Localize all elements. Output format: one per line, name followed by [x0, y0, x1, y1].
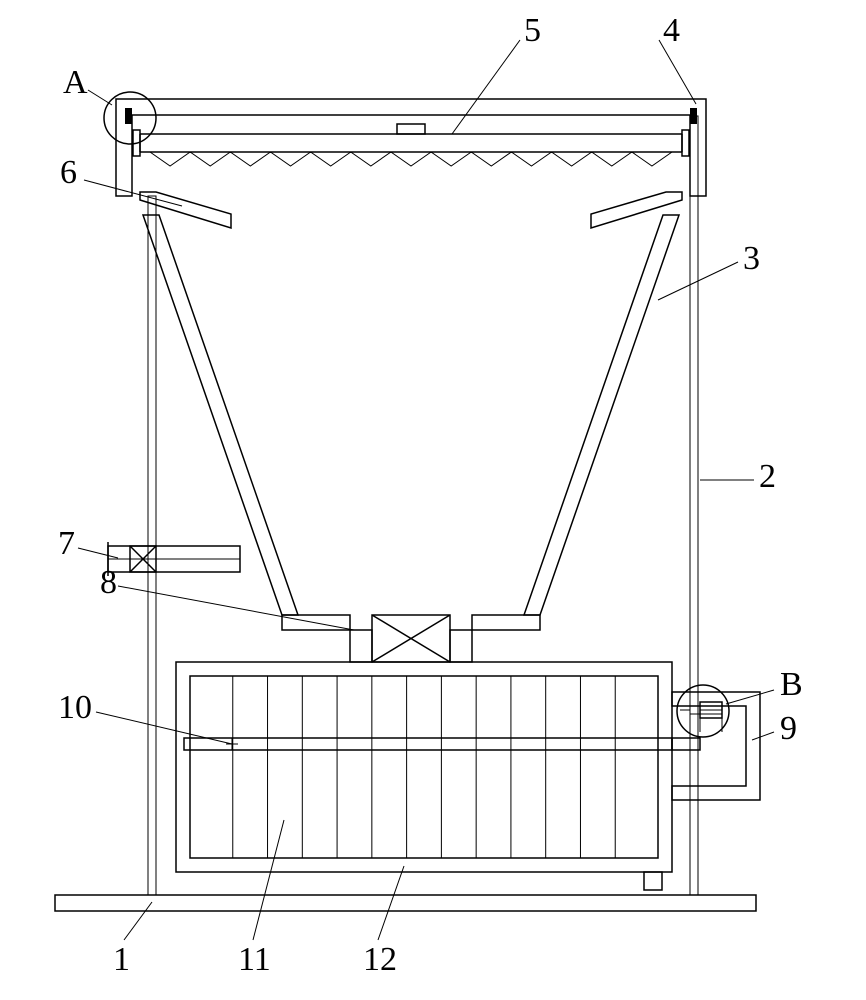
- label-6: 6: [60, 154, 77, 191]
- label-2: 2: [759, 458, 776, 495]
- label-4: 4: [663, 12, 680, 49]
- label-10: 10: [58, 689, 92, 726]
- lower-chamber: [176, 662, 672, 890]
- outlet-valve: [372, 615, 450, 662]
- support-leg-right: [690, 116, 698, 895]
- label-1: 1: [113, 941, 130, 978]
- label-11: 11: [238, 941, 271, 978]
- label-12: 12: [363, 941, 397, 978]
- side-pipe: [108, 542, 240, 576]
- label-3: 3: [743, 240, 760, 277]
- upper-frame: [116, 99, 706, 196]
- lid-teeth: [150, 152, 672, 166]
- lid-bar: [133, 124, 689, 166]
- label-5: 5: [524, 12, 541, 49]
- base-plate: [55, 895, 756, 911]
- label-b: B: [780, 666, 803, 703]
- slats: [233, 676, 615, 858]
- funnel-left: [140, 192, 231, 228]
- leaders: [78, 40, 774, 940]
- label-a: A: [63, 64, 88, 101]
- motor-box: [672, 692, 760, 800]
- label-7: 7: [58, 525, 75, 562]
- shaft: [184, 738, 672, 750]
- funnel-right: [591, 192, 682, 228]
- hopper: [143, 215, 679, 662]
- callout-circle-b: [677, 685, 729, 737]
- label-8: 8: [100, 564, 117, 601]
- label-9: 9: [780, 710, 797, 747]
